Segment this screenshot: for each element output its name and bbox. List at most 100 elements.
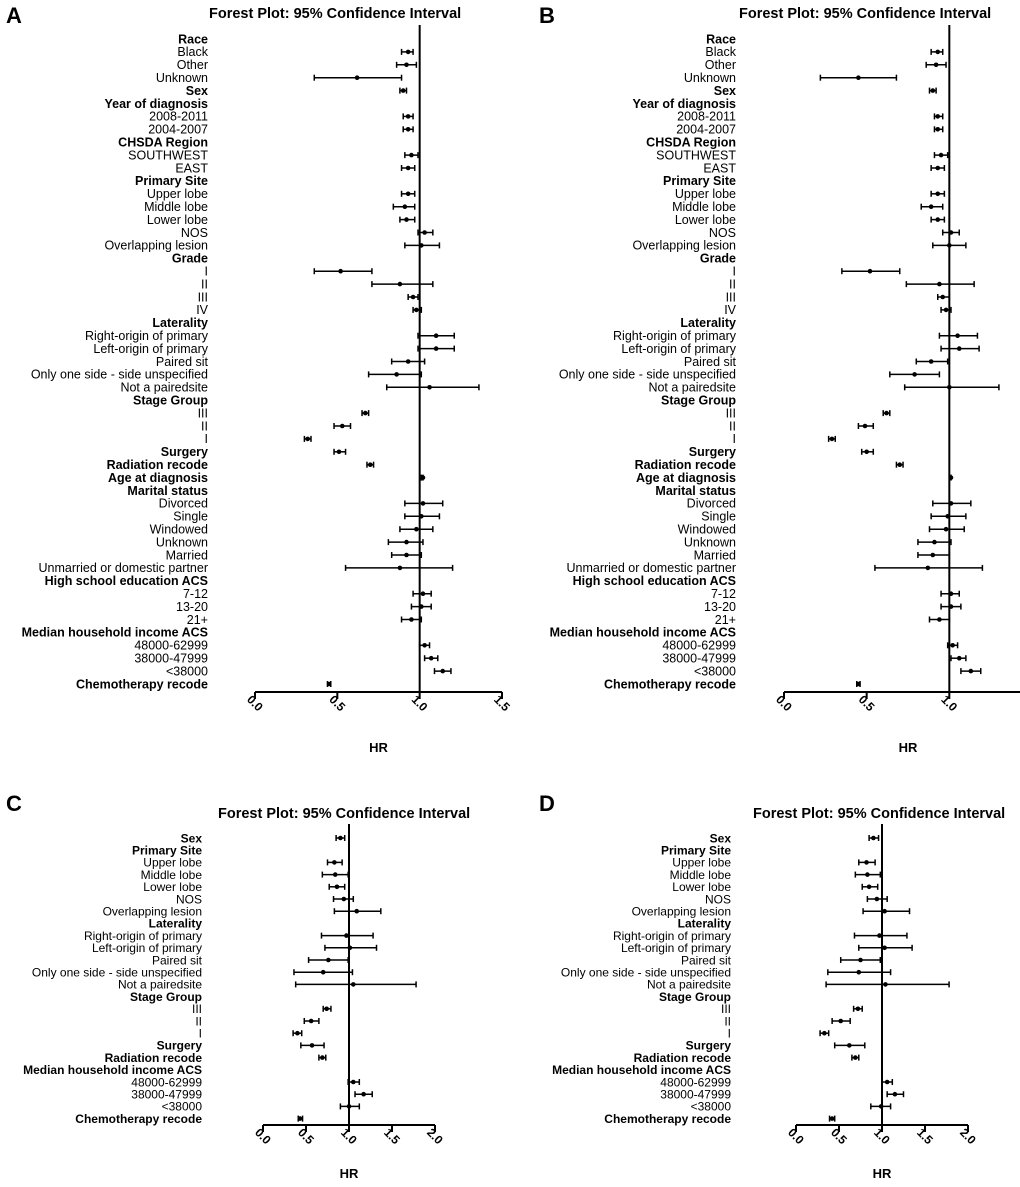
row-label: I — [728, 1027, 731, 1041]
hr-point — [354, 908, 360, 914]
hr-point — [856, 969, 862, 975]
group-label: Laterality — [149, 917, 203, 931]
hr-point — [351, 1079, 356, 1085]
group-label: Surgery — [161, 445, 208, 459]
hr-point — [344, 933, 349, 938]
group-label: Primary Site — [661, 844, 731, 858]
row-label: Left-origin of primary — [93, 342, 208, 356]
row-label: Windowed — [678, 523, 736, 537]
group-label: Year of diagnosis — [632, 97, 736, 111]
hr-point — [295, 1030, 300, 1036]
row-label: Overlapping lesion — [103, 905, 202, 919]
chart-title-d: Forest Plot: 95% Confidence Interval — [753, 806, 1006, 822]
x-tick-label: 1.0 — [338, 1125, 360, 1147]
row-label: Middle lobe — [670, 868, 732, 882]
hr-point — [397, 281, 403, 287]
x-tick-label: 0.0 — [773, 692, 795, 714]
row-label: 21+ — [715, 613, 736, 627]
hr-point — [332, 860, 337, 865]
hr-point — [866, 884, 872, 890]
row-label: Paired sit — [684, 355, 737, 369]
group-label: CHSDA Region — [646, 136, 736, 150]
hr-point — [877, 933, 882, 938]
row-label: Only one side - side unspecified — [31, 368, 208, 382]
chart-title-b: Forest Plot: 95% Confidence Interval — [739, 6, 992, 22]
hr-point — [326, 681, 332, 687]
row-label: I — [199, 1027, 202, 1041]
row-label: 2008-2011 — [677, 110, 736, 124]
hr-point — [351, 982, 356, 987]
row-label: Lower lobe — [143, 880, 202, 894]
group-label: Sex — [710, 831, 732, 845]
hr-point — [935, 114, 941, 119]
row-label: 48000-62999 — [662, 639, 736, 653]
hr-point — [853, 1055, 858, 1060]
hr-point — [822, 1030, 827, 1036]
row-label: Unknown — [156, 535, 208, 549]
hr-point — [855, 1006, 861, 1012]
group-label: Chemotherapy recode — [604, 1112, 731, 1126]
hr-point — [394, 372, 399, 377]
hr-point — [862, 423, 868, 429]
hr-point — [884, 410, 889, 416]
hr-point — [935, 127, 941, 132]
hr-point — [363, 410, 368, 416]
hr-point — [847, 1043, 852, 1048]
x-tick-label: 1.5 — [914, 1125, 936, 1147]
row-label: Unknown — [684, 535, 736, 549]
hr-point — [404, 217, 409, 222]
row-label: NOS — [176, 892, 202, 906]
hr-point — [422, 230, 427, 235]
hr-point — [935, 49, 941, 55]
row-label: Upper lobe — [672, 856, 731, 870]
x-tick-label: 1.5 — [491, 692, 513, 714]
hr-point — [332, 872, 338, 877]
hr-point — [405, 127, 411, 132]
row-label: Overlapping lesion — [104, 239, 208, 253]
row-label: 38000-47999 — [662, 652, 736, 666]
row-label: Right-origin of primary — [613, 329, 737, 343]
row-label: 38000-47999 — [131, 1088, 202, 1102]
group-label: High school education ACS — [45, 574, 208, 588]
hr-point — [405, 49, 411, 55]
row-label: 21+ — [187, 613, 208, 627]
row-label: Not a pairedsite — [647, 978, 731, 992]
row-label: I — [205, 432, 208, 446]
hr-point — [883, 982, 888, 987]
row-label: Other — [705, 58, 736, 72]
hr-point — [943, 526, 949, 532]
hr-point — [367, 462, 373, 468]
hr-point — [871, 835, 876, 841]
hr-point — [892, 1091, 898, 1097]
row-label: Unknown — [684, 71, 736, 85]
chart-title-a: Forest Plot: 95% Confidence Interval — [209, 6, 462, 22]
hr-point — [339, 423, 345, 429]
row-label: Divorced — [159, 497, 208, 511]
row-label: Single — [701, 510, 736, 524]
hr-point — [308, 1018, 314, 1024]
group-label: Primary Site — [132, 844, 202, 858]
row-label: Left-origin of primary — [92, 941, 202, 955]
row-label: Only one side - side unspecified — [559, 368, 736, 382]
group-label: Laterality — [152, 316, 208, 330]
hr-point — [935, 191, 941, 197]
hr-point — [856, 75, 861, 80]
hr-point — [414, 307, 419, 313]
panel-letter-c: C — [6, 791, 22, 816]
row-label: II — [201, 419, 208, 433]
hr-point — [420, 501, 426, 506]
row-label: 2004-2007 — [148, 123, 208, 137]
group-label: Radiation recode — [107, 458, 208, 472]
row-label: EAST — [175, 161, 208, 175]
hr-point — [420, 475, 426, 480]
hr-point — [882, 908, 887, 914]
hr-point — [950, 643, 955, 648]
group-label: Grade — [700, 252, 736, 266]
hr-point — [320, 1055, 325, 1060]
hr-point — [897, 462, 903, 468]
row-label: Lower lobe — [672, 880, 731, 894]
row-label: Right-origin of primary — [85, 329, 209, 343]
row-label: 2004-2007 — [676, 123, 736, 137]
hr-point — [956, 655, 962, 661]
